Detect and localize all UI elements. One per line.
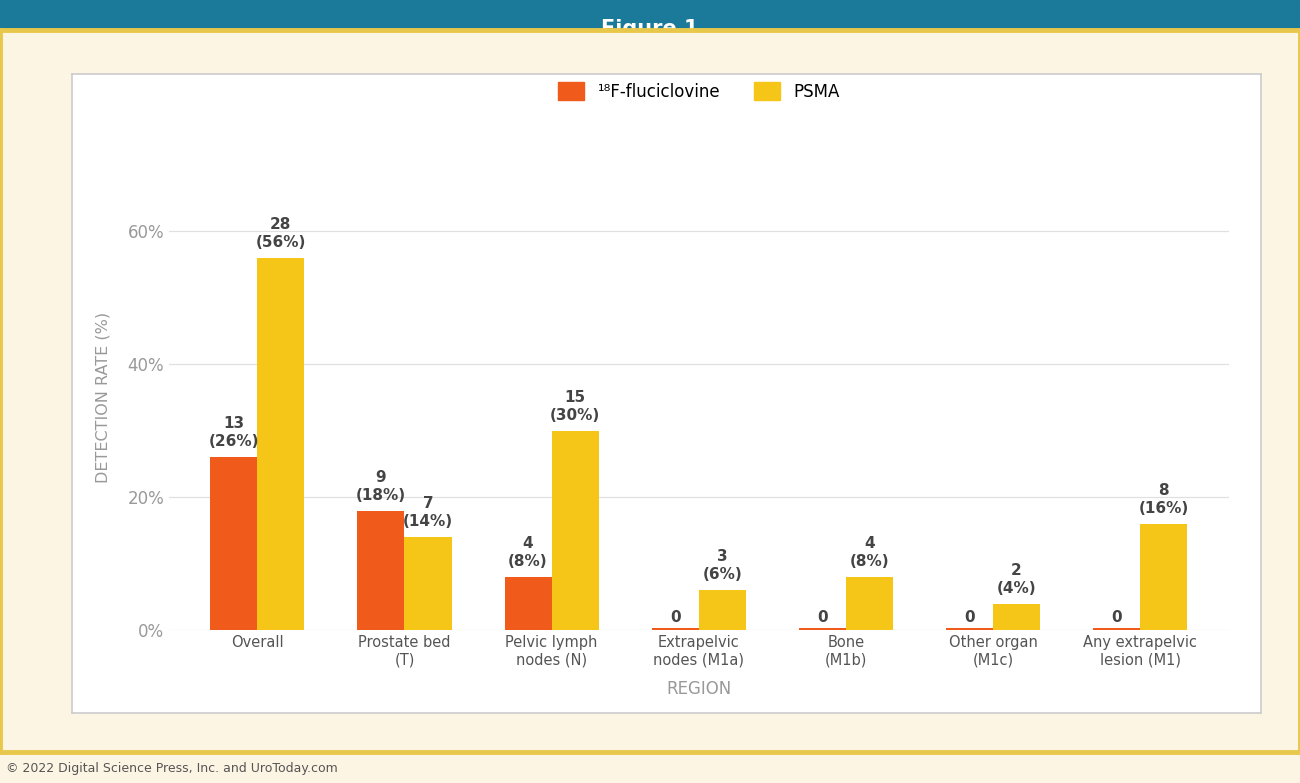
Text: 4
(8%): 4 (8%)	[850, 536, 889, 569]
Text: 4
(8%): 4 (8%)	[508, 536, 547, 569]
Bar	[651, 628, 698, 630]
Text: 2
(4%): 2 (4%)	[997, 563, 1036, 596]
Legend: ¹⁸F-fluciclovine, PSMA: ¹⁸F-fluciclovine, PSMA	[558, 82, 840, 100]
Text: 28
(56%): 28 (56%)	[256, 217, 306, 250]
Text: 0: 0	[1112, 610, 1122, 625]
Text: 7
(14%): 7 (14%)	[403, 496, 454, 529]
Text: 8
(16%): 8 (16%)	[1139, 483, 1190, 516]
Text: 15
(30%): 15 (30%)	[550, 390, 601, 423]
Text: 3
(6%): 3 (6%)	[702, 550, 742, 583]
Y-axis label: DETECTION RATE (%): DETECTION RATE (%)	[96, 312, 110, 483]
Text: 0: 0	[965, 610, 975, 625]
Text: 0: 0	[670, 610, 680, 625]
Text: Figure 1: Figure 1	[601, 19, 699, 39]
Bar	[699, 590, 746, 630]
Text: 13
(26%): 13 (26%)	[208, 417, 259, 449]
Text: 0: 0	[816, 610, 828, 625]
Text: 9
(18%): 9 (18%)	[356, 470, 406, 503]
Bar	[846, 577, 893, 630]
Bar	[404, 537, 451, 630]
Bar	[358, 511, 404, 630]
Bar	[551, 431, 599, 630]
Text: © 2022 Digital Science Press, Inc. and UroToday.com: © 2022 Digital Science Press, Inc. and U…	[6, 762, 338, 775]
Bar	[257, 258, 304, 630]
Bar	[211, 457, 257, 630]
Bar	[993, 604, 1040, 630]
Bar	[946, 628, 993, 630]
Text: REGION: REGION	[666, 680, 732, 698]
Bar	[1140, 524, 1187, 630]
Bar	[504, 577, 551, 630]
Bar	[798, 628, 846, 630]
Bar	[1093, 628, 1140, 630]
